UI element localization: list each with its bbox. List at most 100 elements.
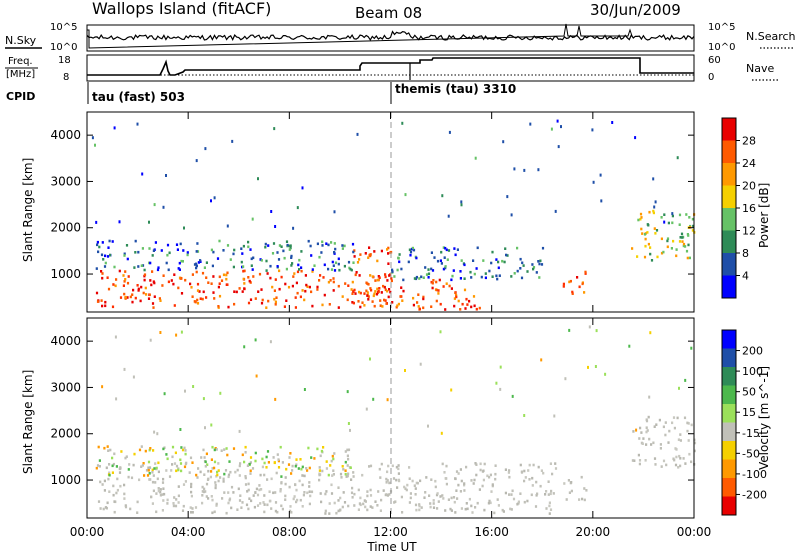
- scatter-cell: [313, 264, 316, 267]
- scatter-cell: [161, 493, 164, 496]
- scatter-cell: [256, 504, 260, 507]
- scatter-cell: [334, 261, 338, 265]
- scatter-cell: [147, 297, 151, 300]
- scatter-cell: [578, 498, 581, 501]
- scatter-cell: [366, 490, 369, 493]
- scatter-cell: [445, 464, 448, 468]
- scatter-cell: [445, 282, 448, 285]
- scatter-cell: [267, 244, 270, 247]
- scatter-cell: [659, 447, 662, 450]
- scatter-cell: [248, 279, 251, 283]
- scatter-cell: [682, 244, 685, 248]
- scatter-cell: [218, 282, 221, 285]
- scatter-cell: [464, 307, 467, 310]
- scatter-cell: [475, 307, 478, 311]
- scatter-cell: [230, 485, 234, 489]
- scatter-cell: [201, 297, 204, 301]
- scatter-cell: [466, 507, 469, 511]
- scatter-cell: [170, 279, 173, 282]
- scatter-cell: [409, 492, 412, 495]
- colorbar-tick-label: 16: [742, 202, 756, 215]
- scatter-cell: [100, 253, 104, 257]
- scatter-cell: [461, 302, 464, 306]
- scatter-cell: [316, 242, 319, 246]
- scatter-cell: [454, 291, 457, 295]
- scatter-cell: [373, 250, 376, 253]
- scatter-cell: [523, 500, 526, 504]
- scatter-cell: [124, 456, 127, 460]
- scatter-cell: [372, 294, 375, 298]
- scatter-cell: [136, 500, 139, 504]
- noise-search-label: N.Search: [746, 30, 796, 43]
- scatter-cell: [337, 499, 340, 502]
- scatter-cell: [679, 439, 682, 442]
- scatter-cell: [153, 281, 156, 285]
- scatter-cell: [397, 302, 400, 306]
- scatter-cell: [227, 473, 231, 477]
- scatter-cell: [369, 287, 372, 290]
- scatter-cell: [223, 448, 226, 451]
- scatter-cell: [343, 244, 346, 248]
- scatter-cell: [392, 477, 396, 480]
- scatter-cell: [384, 273, 387, 276]
- scatter-cell: [309, 494, 312, 498]
- scatter-cell: [496, 498, 499, 501]
- scatter-cell: [318, 478, 321, 482]
- scatter-cell: [528, 463, 531, 467]
- scatter-cell: [644, 237, 647, 241]
- scatter-cell: [380, 462, 383, 466]
- scatter-cell: [441, 462, 444, 466]
- scatter-cell: [324, 509, 327, 513]
- scatter-cell: [321, 240, 324, 244]
- scatter-cell: [391, 270, 394, 273]
- scatter-cell: [165, 453, 168, 456]
- scatter-cell: [537, 168, 540, 172]
- scatter-cell: [162, 499, 165, 502]
- scatter-cell: [519, 257, 522, 261]
- scatter-cell: [649, 252, 652, 256]
- scatter-cell: [442, 285, 445, 288]
- scatter-cell: [276, 251, 279, 254]
- scatter-cell: [243, 282, 246, 285]
- scatter-cell: [281, 507, 284, 511]
- scatter-cell: [473, 304, 476, 308]
- scatter-cell: [304, 274, 307, 277]
- scatter-cell: [123, 497, 126, 500]
- scatter-cell: [285, 299, 288, 302]
- scatter-cell: [414, 487, 417, 490]
- scatter-cell: [261, 298, 264, 302]
- scatter-cell: [143, 274, 146, 278]
- scatter-cell: [430, 251, 433, 254]
- scatter-cell: [286, 243, 289, 247]
- scatter-cell: [161, 481, 165, 484]
- site-title: Wallops Island (fitACF): [92, 0, 271, 18]
- scatter-cell: [271, 285, 274, 289]
- scatter-cell: [516, 502, 519, 506]
- scatter-cell: [140, 445, 143, 448]
- scatter-cell: [323, 293, 326, 297]
- scatter-cell: [490, 490, 493, 493]
- scatter-cell: [247, 482, 250, 486]
- scatter-cell: [201, 485, 204, 489]
- scatter-cell: [350, 268, 353, 272]
- scatter-cell: [305, 283, 308, 287]
- scatter-cell: [374, 500, 377, 503]
- scatter-cell: [260, 288, 263, 291]
- scatter-cell: [672, 416, 676, 419]
- scatter-cell: [675, 248, 678, 251]
- scatter-cell: [154, 481, 157, 484]
- scatter-cell: [520, 470, 523, 474]
- scatter-cell: [180, 446, 183, 449]
- scatter-cell: [111, 240, 114, 243]
- scatter-cell: [417, 293, 420, 296]
- scatter-cell: [290, 472, 293, 475]
- scatter-cell: [470, 479, 473, 482]
- scatter-cell: [149, 279, 152, 282]
- scatter-cell: [688, 452, 691, 456]
- scatter-cell: [355, 271, 358, 274]
- colorbar-segment: [722, 367, 736, 386]
- scatter-cell: [217, 285, 220, 289]
- scatter-cell: [248, 497, 251, 500]
- scatter-cell: [457, 472, 460, 475]
